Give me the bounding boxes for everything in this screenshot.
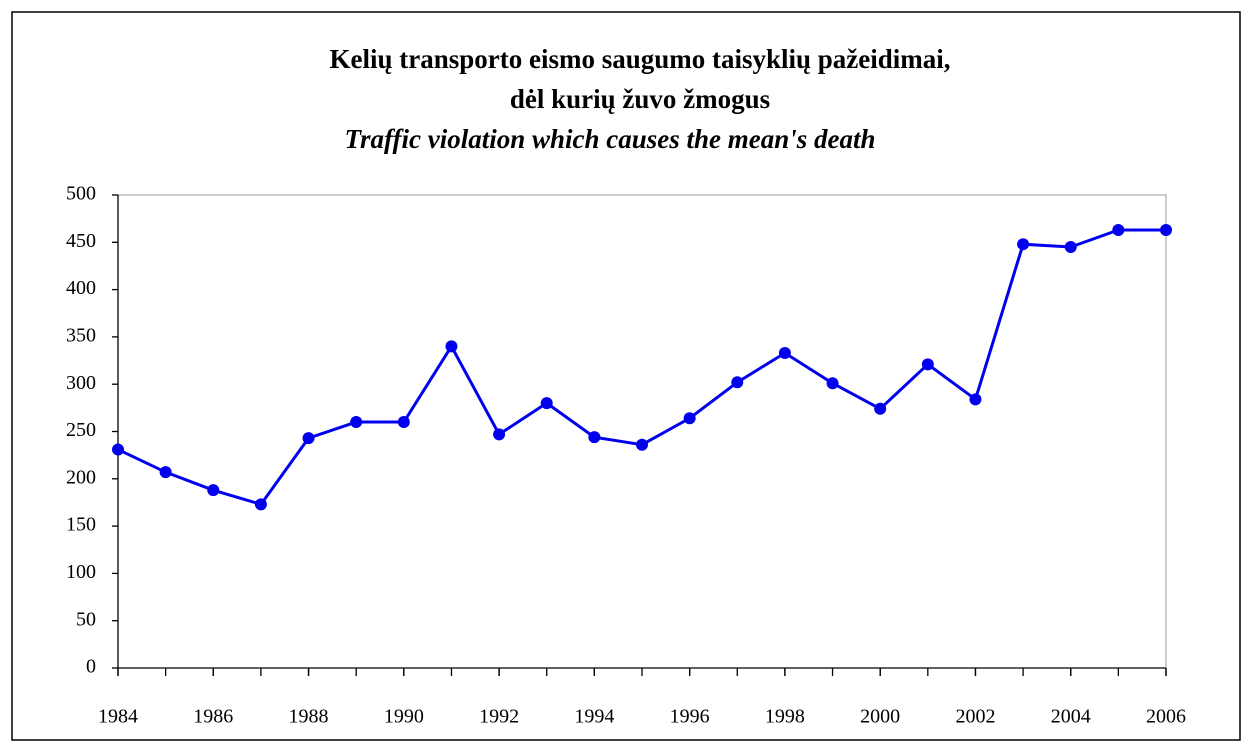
- y-tick-label: 200: [66, 466, 96, 488]
- x-tick-label: 1984: [98, 706, 138, 728]
- data-point: [969, 393, 982, 406]
- x-tick-label: 2002: [955, 706, 995, 728]
- data-point: [493, 428, 506, 441]
- x-tick-label: 1992: [479, 706, 519, 728]
- data-point: [445, 340, 458, 353]
- data-point: [1160, 224, 1172, 237]
- y-tick-label: 400: [66, 277, 96, 299]
- data-point: [112, 443, 124, 456]
- chart-title: Kelių transporto eismo saugumo taisyklių…: [329, 44, 950, 74]
- data-point: [540, 397, 553, 410]
- y-tick-label: 300: [66, 372, 96, 394]
- y-tick-label: 250: [66, 419, 96, 441]
- y-tick-label: 500: [66, 183, 96, 205]
- x-tick-label: 2006: [1146, 706, 1186, 728]
- data-point: [731, 376, 744, 389]
- data-point: [874, 402, 887, 415]
- y-tick-label: 150: [66, 514, 96, 536]
- data-point: [588, 431, 601, 444]
- x-tick-label: 1998: [765, 706, 805, 728]
- data-point: [207, 484, 220, 497]
- chart-subtitle: Traffic violation which causes the mean'…: [344, 124, 875, 154]
- x-tick-label: 1986: [193, 706, 233, 728]
- data-point: [1017, 238, 1030, 251]
- data-point: [778, 346, 791, 359]
- data-point: [683, 412, 696, 425]
- data-point: [1064, 241, 1077, 254]
- x-tick-label: 1996: [670, 706, 710, 728]
- chart-title: dėl kurių žuvo žmogus: [510, 84, 770, 114]
- data-point: [159, 466, 172, 479]
- data-point: [826, 377, 839, 390]
- y-tick-label: 100: [66, 561, 96, 583]
- y-tick-label: 350: [66, 324, 96, 346]
- data-point: [921, 358, 934, 371]
- data-point: [636, 438, 648, 451]
- x-tick-label: 1994: [574, 706, 614, 728]
- data-point: [302, 432, 315, 445]
- y-tick-label: 450: [66, 230, 96, 252]
- x-tick-label: 1990: [384, 706, 424, 728]
- x-tick-label: 1988: [289, 706, 329, 728]
- data-point: [254, 498, 267, 511]
- data-point: [397, 416, 410, 429]
- y-tick-label: 50: [76, 608, 96, 630]
- y-tick-label: 0: [86, 656, 96, 678]
- chart-border: [11, 11, 1241, 741]
- data-point: [1112, 224, 1125, 237]
- x-tick-label: 2000: [860, 706, 900, 728]
- x-tick-label: 2004: [1051, 706, 1091, 728]
- data-point: [350, 416, 363, 429]
